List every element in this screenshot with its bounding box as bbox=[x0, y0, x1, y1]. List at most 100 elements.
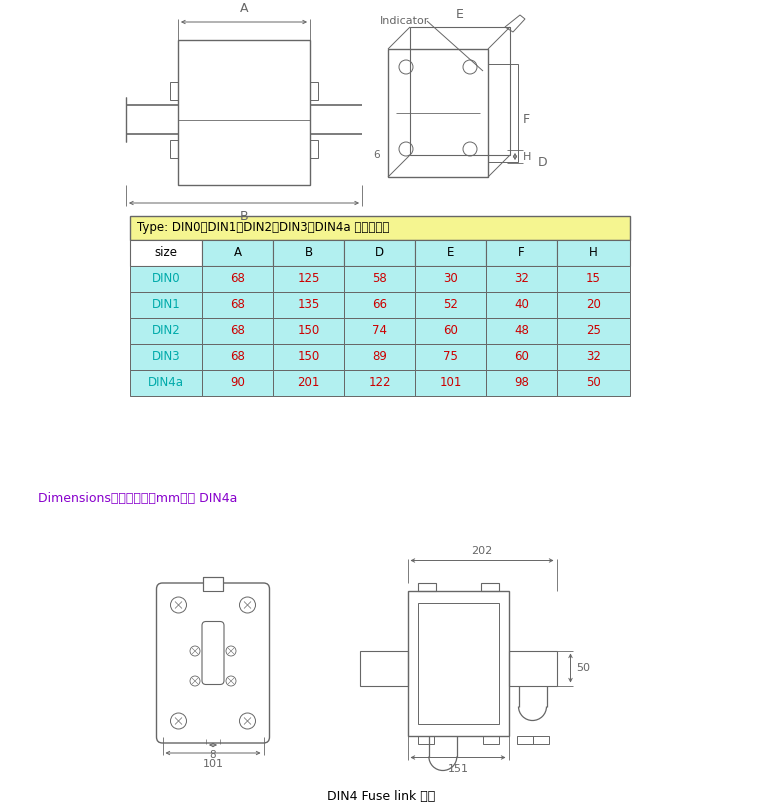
Text: 122: 122 bbox=[368, 376, 391, 389]
Text: DIN1: DIN1 bbox=[152, 298, 181, 311]
Bar bbox=[273, 292, 344, 318]
Text: 125: 125 bbox=[297, 272, 320, 285]
Bar bbox=[203, 577, 223, 591]
Text: 68: 68 bbox=[230, 350, 245, 363]
Text: 48: 48 bbox=[514, 324, 529, 337]
Bar bbox=[415, 266, 486, 292]
Bar bbox=[415, 370, 486, 396]
Text: DIN0: DIN0 bbox=[152, 272, 181, 285]
Text: 6: 6 bbox=[373, 150, 380, 160]
Text: 101: 101 bbox=[440, 376, 462, 389]
Text: DIN4a: DIN4a bbox=[148, 376, 184, 389]
Bar bbox=[202, 240, 273, 266]
Bar bbox=[130, 344, 202, 370]
Bar bbox=[202, 318, 273, 344]
Bar bbox=[415, 240, 486, 266]
Text: 150: 150 bbox=[297, 350, 319, 363]
Text: 50: 50 bbox=[586, 376, 601, 389]
Bar bbox=[273, 266, 344, 292]
Bar bbox=[488, 64, 518, 162]
Text: Dimensions安装尺寸图（mm）： DIN4a: Dimensions安装尺寸图（mm）： DIN4a bbox=[38, 491, 238, 504]
Text: 30: 30 bbox=[443, 272, 458, 285]
Text: DIN3: DIN3 bbox=[152, 350, 181, 363]
FancyBboxPatch shape bbox=[202, 621, 224, 684]
Bar bbox=[344, 292, 415, 318]
Bar bbox=[202, 292, 273, 318]
Text: Type: DIN0、DIN1、DIN2、DIN3、DIN4a 尺寸示意图: Type: DIN0、DIN1、DIN2、DIN3、DIN4a 尺寸示意图 bbox=[137, 221, 389, 234]
Text: F: F bbox=[523, 113, 530, 126]
Bar bbox=[344, 266, 415, 292]
Text: 98: 98 bbox=[514, 376, 529, 389]
Bar bbox=[170, 82, 178, 100]
Bar bbox=[273, 370, 344, 396]
Bar bbox=[344, 318, 415, 344]
Text: B: B bbox=[240, 210, 248, 223]
Text: A: A bbox=[240, 2, 248, 15]
Text: 89: 89 bbox=[372, 350, 387, 363]
Text: 32: 32 bbox=[514, 272, 529, 285]
Bar bbox=[344, 344, 415, 370]
Text: 8: 8 bbox=[210, 750, 216, 760]
Text: 20: 20 bbox=[586, 298, 601, 311]
Bar bbox=[557, 292, 630, 318]
Bar bbox=[557, 370, 630, 396]
Text: A: A bbox=[233, 247, 242, 260]
Text: 68: 68 bbox=[230, 324, 245, 337]
Text: DIN4 Fuse link 熔体: DIN4 Fuse link 熔体 bbox=[327, 789, 435, 803]
Bar bbox=[130, 240, 202, 266]
Bar bbox=[130, 216, 630, 240]
Bar bbox=[533, 736, 549, 744]
Text: 135: 135 bbox=[297, 298, 319, 311]
Text: DIN2: DIN2 bbox=[152, 324, 181, 337]
Bar bbox=[486, 370, 557, 396]
Text: 32: 32 bbox=[586, 350, 601, 363]
Text: E: E bbox=[456, 8, 464, 21]
Text: 151: 151 bbox=[447, 763, 469, 774]
Bar bbox=[415, 344, 486, 370]
Bar bbox=[415, 318, 486, 344]
Bar bbox=[202, 370, 273, 396]
Bar bbox=[178, 40, 310, 185]
Bar bbox=[360, 650, 408, 685]
Bar bbox=[408, 590, 508, 736]
Bar bbox=[418, 603, 498, 723]
Text: 40: 40 bbox=[514, 298, 529, 311]
Bar bbox=[486, 266, 557, 292]
Bar bbox=[486, 318, 557, 344]
Bar bbox=[273, 318, 344, 344]
FancyBboxPatch shape bbox=[156, 583, 270, 743]
Text: Indicator: Indicator bbox=[380, 16, 429, 26]
Bar bbox=[310, 139, 318, 158]
Text: 90: 90 bbox=[230, 376, 245, 389]
Bar bbox=[517, 736, 533, 744]
Text: 201: 201 bbox=[297, 376, 320, 389]
Bar bbox=[508, 650, 556, 685]
Text: 150: 150 bbox=[297, 324, 319, 337]
Bar bbox=[486, 344, 557, 370]
Bar bbox=[310, 82, 318, 100]
Text: D: D bbox=[375, 247, 384, 260]
Bar bbox=[557, 318, 630, 344]
Bar bbox=[482, 736, 498, 744]
Text: size: size bbox=[155, 247, 178, 260]
Text: 66: 66 bbox=[372, 298, 387, 311]
Bar bbox=[130, 370, 202, 396]
Text: 74: 74 bbox=[372, 324, 387, 337]
Text: 75: 75 bbox=[443, 350, 458, 363]
Text: 58: 58 bbox=[372, 272, 387, 285]
Text: 52: 52 bbox=[443, 298, 458, 311]
Bar bbox=[344, 240, 415, 266]
Text: E: E bbox=[447, 247, 454, 260]
Bar bbox=[130, 266, 202, 292]
Text: H: H bbox=[589, 247, 598, 260]
Text: 50: 50 bbox=[577, 663, 591, 673]
Text: D: D bbox=[538, 156, 548, 169]
Text: 68: 68 bbox=[230, 272, 245, 285]
Bar bbox=[486, 292, 557, 318]
Text: 202: 202 bbox=[472, 546, 492, 556]
Bar bbox=[418, 736, 434, 744]
Bar bbox=[557, 344, 630, 370]
Bar bbox=[486, 240, 557, 266]
Bar bbox=[344, 370, 415, 396]
Text: 60: 60 bbox=[514, 350, 529, 363]
